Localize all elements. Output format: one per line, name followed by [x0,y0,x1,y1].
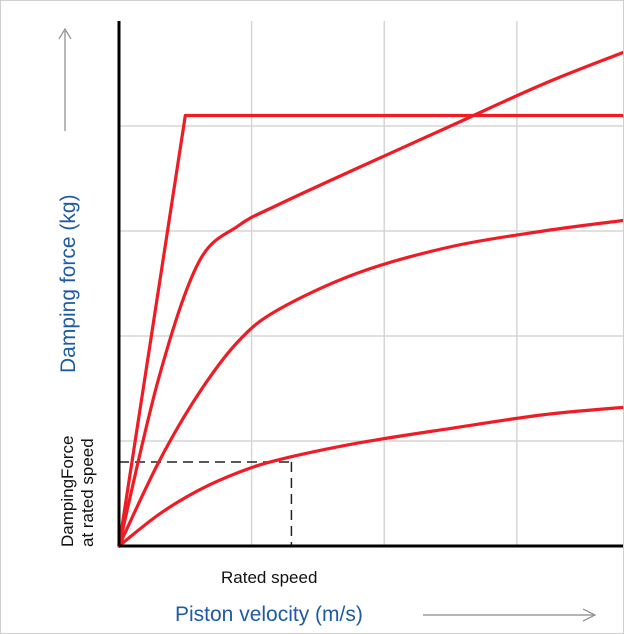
y-marker-label-line2: at rated speed [78,438,97,547]
rated-guides [119,461,293,546]
y-marker-label-line1: DampingForce [58,436,77,548]
series-line-1 [117,113,623,548]
series-line-3 [117,218,623,548]
y-axis-title: Damping force (kg) [57,194,80,373]
x-axis-title: Piston velocity (m/s) [175,603,363,626]
axes [117,21,623,548]
y-axis-arrow [58,27,72,131]
series-lines [117,50,623,548]
series-line-4 [117,405,623,548]
grid-lines [119,21,623,546]
series-line-2 [117,50,623,548]
x-marker-label: Rated speed [221,568,317,587]
x-axis-arrow [423,608,597,622]
